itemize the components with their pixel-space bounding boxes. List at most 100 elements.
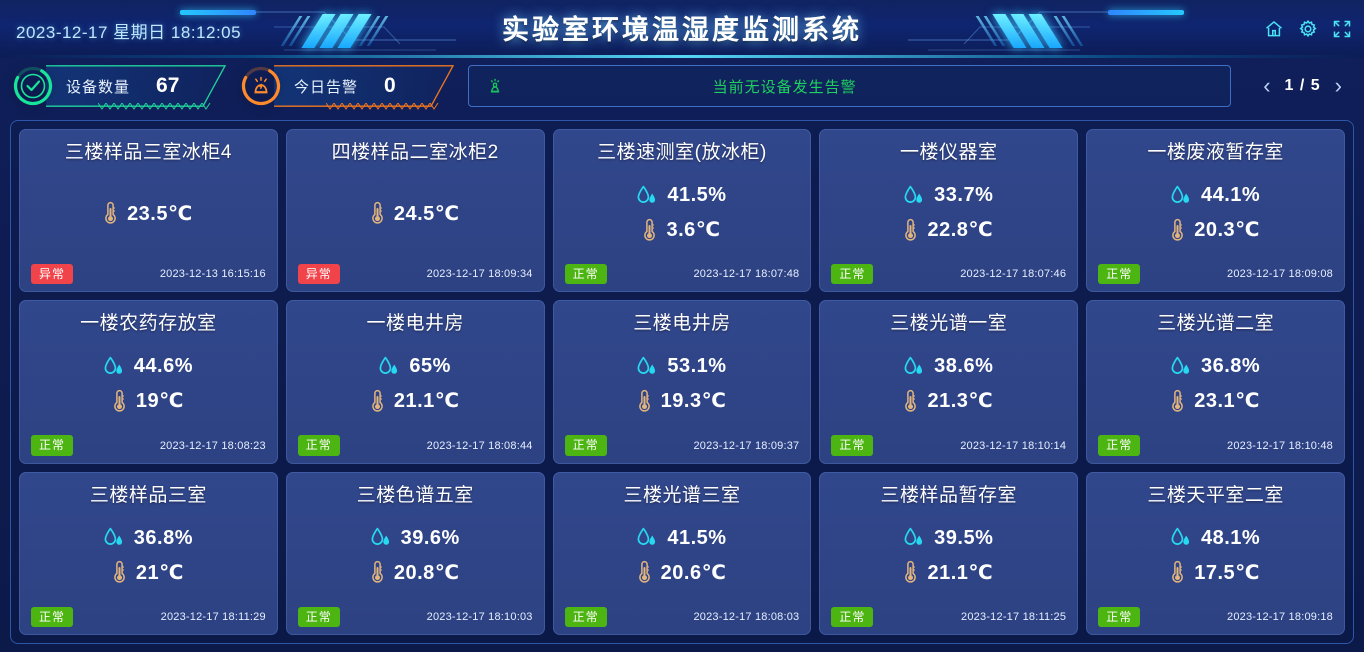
humidity-icon [904, 356, 923, 374]
device-card[interactable]: 一楼电井房 65% 21.1℃ 正常 2023-12-17 18:08:44 [285, 300, 545, 464]
temperature-icon [1172, 389, 1184, 412]
temperature-reading: 23.5℃ [104, 201, 193, 226]
device-grid-container: 三楼样品三室冰柜4 23.5℃ 异常 2023-12-13 16:15:16 四楼样品二… [10, 120, 1354, 644]
fullscreen-icon[interactable] [1332, 19, 1352, 39]
humidity-icon [104, 527, 122, 546]
temperature-reading: 24.5℃ [371, 201, 460, 226]
temperature-icon [1172, 218, 1184, 241]
device-card[interactable]: 一楼仪器室 33.7% 22.8℃ 正常 2023-12-17 18:07:46 [819, 129, 1079, 293]
device-card-footer: 正常 2023-12-17 18:09:08 [1098, 264, 1333, 285]
temperature-icon [638, 389, 650, 412]
device-name: 一楼废液暂存室 [1147, 142, 1284, 163]
device-card[interactable]: 三楼样品三室 36.8% 21℃ 正常 2023-12-17 18:11:29 [19, 471, 278, 635]
device-name: 一楼农药存放室 [80, 313, 217, 335]
temperature-value: 20.3℃ [1194, 219, 1260, 242]
device-card[interactable]: 四楼样品二室冰柜2 24.5℃ 异常 2023-12-17 18:09:34 [285, 129, 545, 293]
humidity-value: 36.8% [1200, 355, 1261, 378]
device-card[interactable]: 三楼色谱五室 39.6% 20.8℃ 正常 2023-12-17 18:10:03 [285, 471, 545, 635]
humidity-reading: 39.6% [371, 527, 460, 550]
temperature-icon [905, 218, 917, 241]
humidity-reading: 33.7% [904, 184, 993, 207]
temperature-icon [372, 561, 383, 583]
device-readings: 48.1% 17.5℃ [1098, 507, 1333, 605]
device-readings: 44.6% 19℃ [31, 335, 266, 433]
temperature-reading: 21.1℃ [371, 388, 460, 413]
status-badge: 正常 [297, 606, 340, 627]
check-circle-icon [13, 66, 53, 106]
temperature-value: 19.3℃ [660, 390, 727, 413]
device-name: 三楼天平室二室 [1147, 484, 1284, 506]
device-card[interactable]: 三楼样品三室冰柜4 23.5℃ 异常 2023-12-13 16:15:16 [19, 129, 278, 293]
stat-card-devices[interactable]: 设备数量 67 [12, 65, 226, 110]
device-card[interactable]: 三楼速测室(放冰柜) 41.5% 3.6℃ 正常 2023-12-17 18:07:48 [552, 129, 812, 293]
device-card-footer: 正常 2023-12-17 18:09:37 [564, 435, 800, 456]
device-name: 三楼色谱五室 [356, 484, 474, 506]
status-badge: 正常 [297, 435, 340, 456]
device-card[interactable]: 三楼光谱二室 36.8% 23.1℃ 正常 2023-12-17 18:10:48 [1086, 300, 1345, 464]
temperature-value: 21.1℃ [393, 390, 460, 413]
device-card-footer: 正常 2023-12-17 18:11:25 [831, 606, 1067, 627]
last-update-timestamp: 2023-12-17 18:09:18 [1227, 610, 1333, 623]
device-card-footer: 正常 2023-12-17 18:09:18 [1098, 606, 1333, 627]
temperature-reading: 19℃ [113, 388, 184, 413]
alarms-value: 0 [384, 74, 396, 97]
humidity-reading: 38.6% [904, 355, 993, 378]
humidity-icon [371, 527, 389, 546]
next-page-button[interactable]: › [1334, 73, 1342, 98]
device-grid: 三楼样品三室冰柜4 23.5℃ 异常 2023-12-13 16:15:16 四楼样品二… [19, 129, 1345, 635]
humidity-reading: 44.1% [1171, 184, 1260, 207]
last-update-timestamp: 2023-12-17 18:09:34 [426, 268, 533, 281]
device-card[interactable]: 一楼废液暂存室 44.1% 20.3℃ 正常 2023-12-17 18:09:08 [1086, 129, 1345, 293]
humidity-value: 44.1% [1200, 184, 1261, 207]
device-card-footer: 正常 2023-12-17 18:11:29 [31, 606, 266, 627]
humidity-icon [904, 185, 923, 203]
alarms-plate [274, 65, 454, 107]
device-card[interactable]: 三楼电井房 53.1% 19.3℃ 正常 2023-12-17 18:09:37 [552, 300, 812, 464]
temperature-value: 21.3℃ [927, 390, 994, 413]
device-card-footer: 正常 2023-12-17 18:08:03 [564, 606, 800, 627]
device-card[interactable]: 三楼光谱三室 41.5% 20.6℃ 正常 2023-12-17 18:08:03 [552, 471, 812, 635]
header-datetime: 2023-12-17 星期日 18:12:05 [16, 23, 242, 42]
temperature-icon [372, 389, 383, 412]
temperature-reading: 19.3℃ [638, 388, 727, 413]
stats-bar: 设备数量 67 今日告警 [0, 58, 1364, 114]
status-badge: 正常 [564, 264, 607, 285]
humidity-value: 38.6% [934, 355, 994, 378]
temperature-reading: 3.6℃ [643, 217, 720, 242]
humidity-value: 41.5% [667, 526, 727, 549]
temperature-icon [1172, 561, 1184, 583]
prev-page-button[interactable]: ‹ [1263, 73, 1271, 98]
temperature-value: 19℃ [135, 390, 184, 413]
device-card[interactable]: 三楼样品暂存室 39.5% 21.1℃ 正常 2023-12-17 18:11:25 [819, 471, 1079, 635]
device-readings: 41.5% 3.6℃ [565, 164, 800, 262]
temperature-icon [114, 561, 125, 583]
humidity-value: 53.1% [667, 355, 727, 378]
temperature-value: 22.8℃ [927, 219, 994, 242]
last-update-timestamp: 2023-12-17 18:08:03 [693, 610, 800, 623]
alarms-label: 今日告警 [294, 78, 359, 96]
temperature-reading: 20.8℃ [371, 560, 460, 585]
humidity-value: 65% [409, 355, 451, 378]
humidity-value: 41.5% [667, 184, 727, 207]
device-card-footer: 异常 2023-12-17 18:09:34 [297, 264, 533, 285]
device-card-footer: 正常 2023-12-17 18:08:23 [31, 435, 266, 456]
device-name: 三楼电井房 [633, 313, 731, 335]
temperature-icon [114, 389, 125, 412]
gear-icon[interactable] [1298, 19, 1318, 39]
status-badge: 异常 [297, 264, 340, 285]
humidity-reading: 36.8% [104, 527, 193, 550]
temperature-value: 20.8℃ [393, 561, 460, 584]
status-badge: 正常 [831, 435, 874, 456]
home-icon[interactable] [1264, 19, 1284, 39]
device-card[interactable]: 三楼光谱一室 38.6% 21.3℃ 正常 2023-12-17 18:10:14 [819, 300, 1079, 464]
device-card[interactable]: 一楼农药存放室 44.6% 19℃ 正常 2023-12-17 18:08:23 [19, 300, 278, 464]
device-readings: 38.6% 21.3℃ [831, 335, 1066, 433]
last-update-timestamp: 2023-12-17 18:11:25 [961, 610, 1067, 623]
temperature-icon [638, 561, 650, 583]
devices-status-ring [12, 65, 54, 107]
device-name: 三楼光谱一室 [890, 313, 1008, 335]
pagination: ‹ 1 / 5 › [1245, 75, 1352, 97]
device-card[interactable]: 三楼天平室二室 48.1% 17.5℃ 正常 2023-12-17 18:09:18 [1086, 471, 1345, 635]
stat-card-alarms[interactable]: 今日告警 0 [240, 65, 454, 110]
humidity-reading: 44.6% [104, 355, 193, 378]
